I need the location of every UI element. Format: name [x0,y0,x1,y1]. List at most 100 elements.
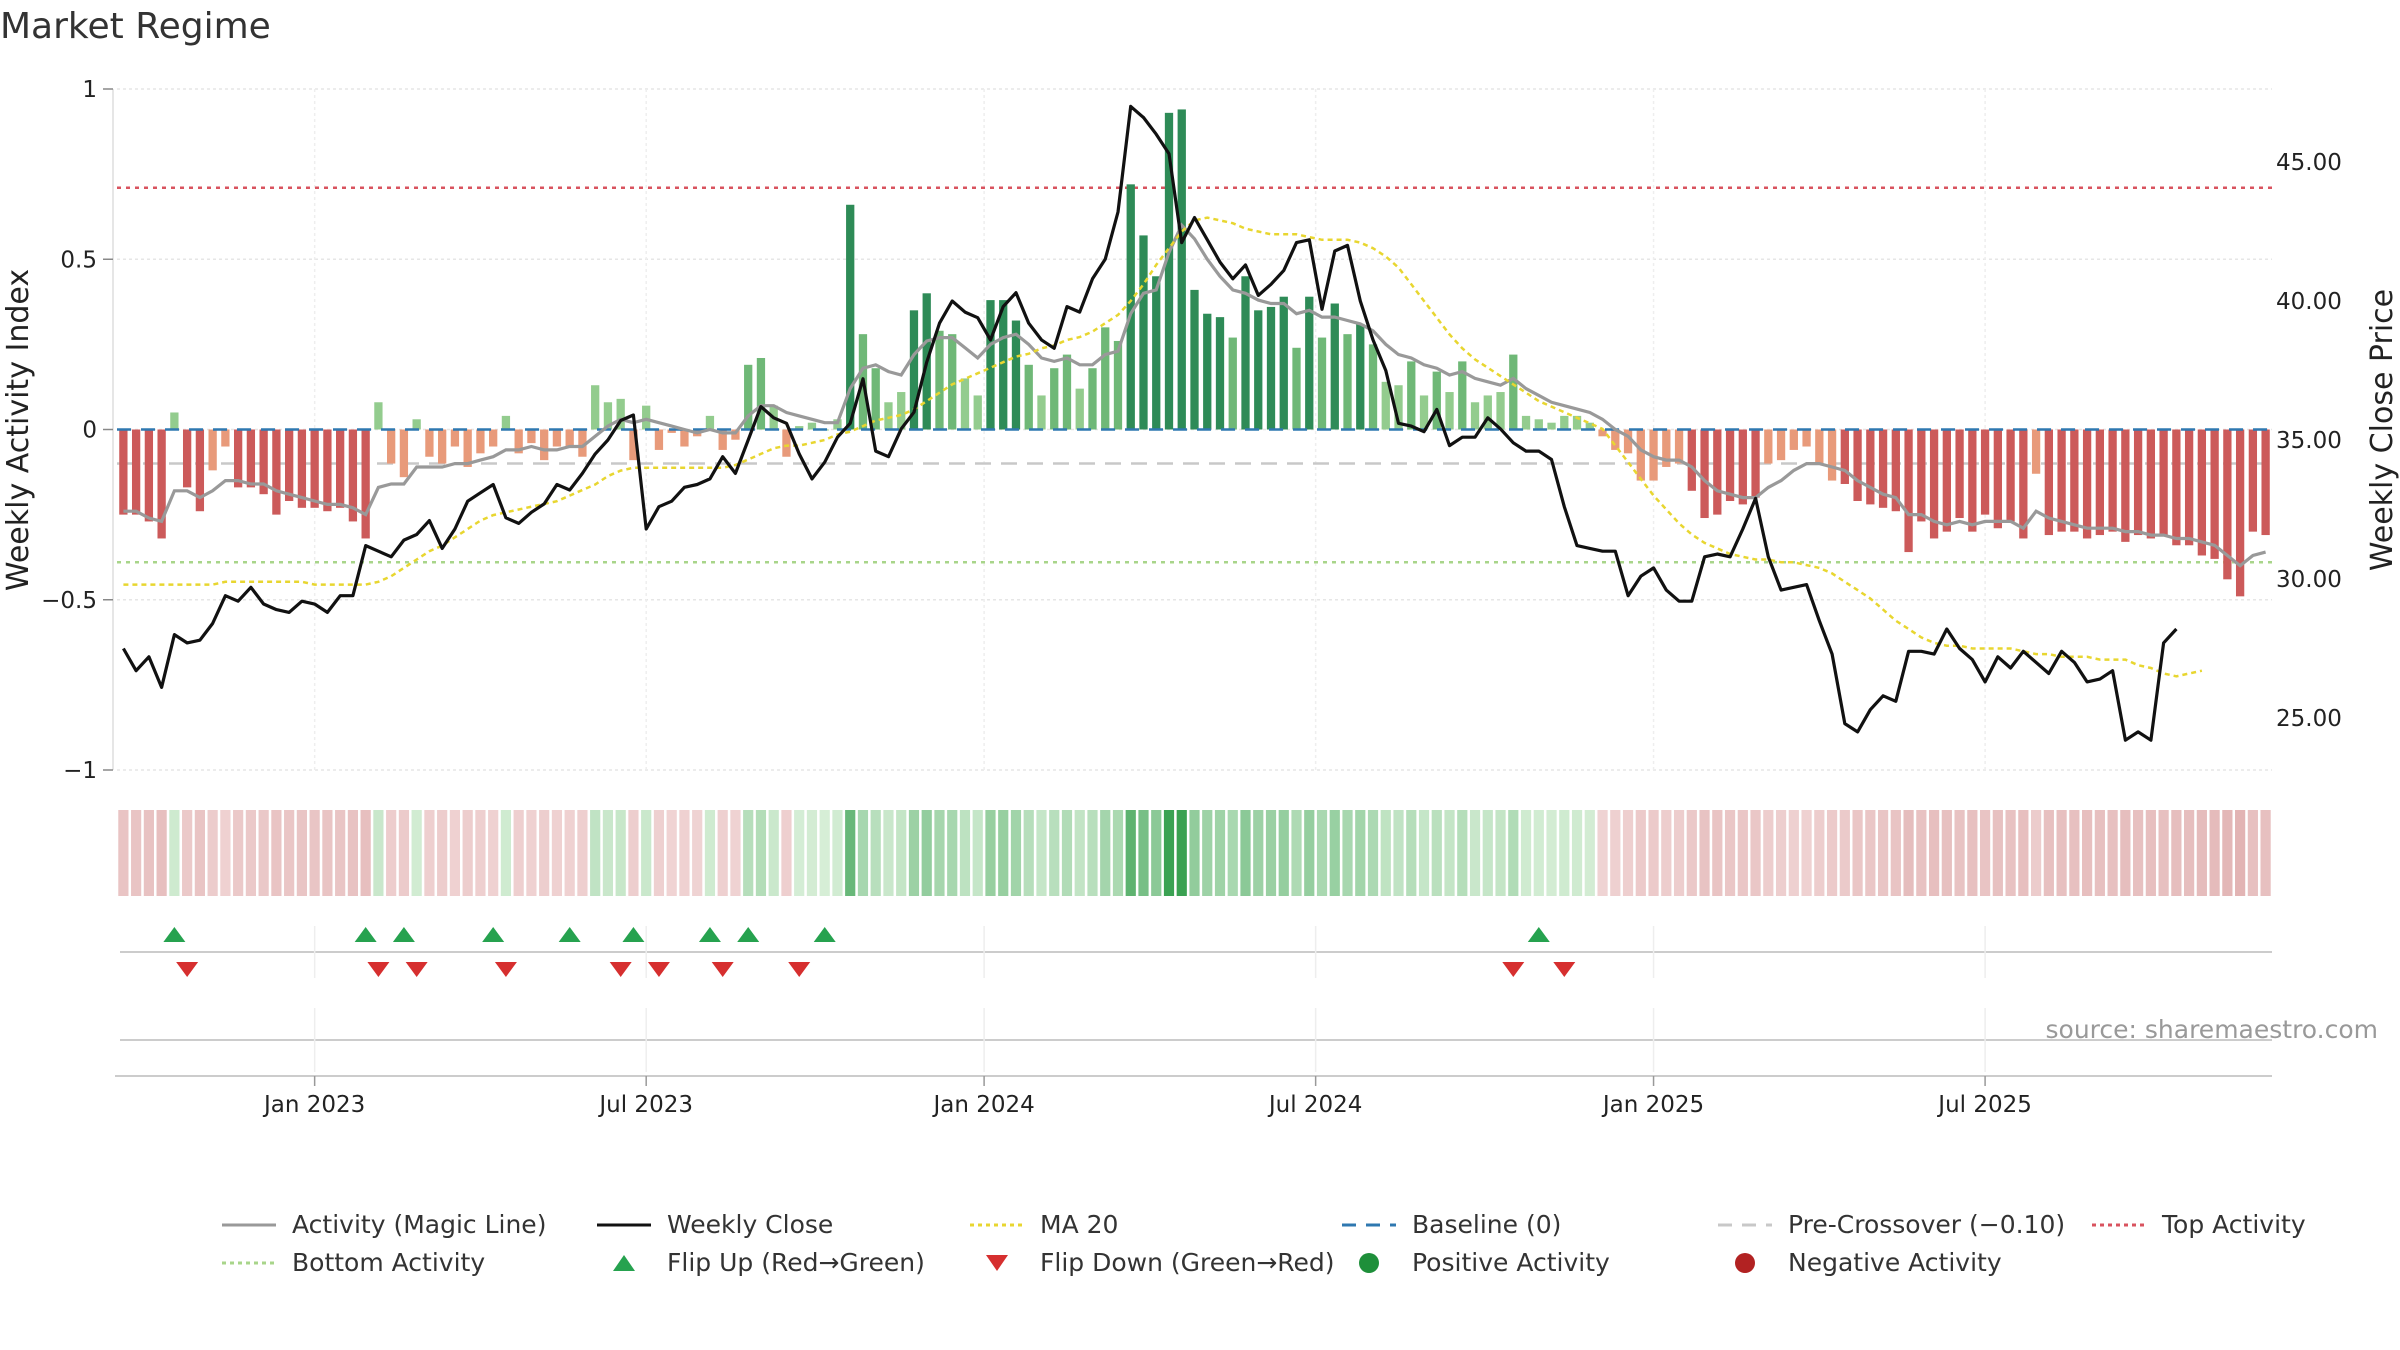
activity-bar [182,429,192,488]
activity-bar [1891,429,1900,512]
regime-strip-cell [271,810,282,896]
legend-swatch-shape [986,1254,1008,1271]
regime-strip-cell [717,810,728,896]
regime-strip-cell [806,810,818,896]
legend-label: Bottom Activity [292,1248,486,1277]
regime-strip-cell [1431,810,1442,896]
activity-bar [2082,429,2092,539]
activity-bar [756,357,766,430]
activity-bar [527,429,536,444]
regime-strip-cell [449,810,461,896]
right-tick-label: 30.00 [2276,567,2342,593]
activity-bar [1228,337,1237,430]
activity-bar [1254,310,1263,430]
magic-line [123,222,2267,568]
right-tick-label: 25.00 [2276,706,2342,732]
activity-bar [463,429,472,467]
regime-strip-cell [1788,810,1799,896]
regime-strip-cell [182,810,193,896]
right-tick-label: 40.00 [2276,289,2342,315]
regime-strip-cell [2133,810,2144,896]
regime-strip-cell [2005,810,2016,896]
activity-bar [795,426,804,430]
flip-down-marker [176,962,199,977]
activity-bar [629,429,638,461]
regime-strip-cell [1240,810,1251,896]
activity-bar [1547,422,1556,430]
activity-bar [450,429,460,447]
regime-strip-cell [411,810,422,896]
legend-swatch [1735,1252,1755,1273]
activity-bar [1152,276,1161,430]
legend-item: Top Activity [2090,1210,2306,1239]
activity-bar [1827,429,1837,481]
activity-bar [1407,361,1416,430]
activity-bar [680,429,689,447]
activity-bar [195,429,205,512]
regime-strip-cell [921,810,932,896]
activity-bar [1458,361,1467,430]
regime-strip-cell [424,810,435,896]
regime-strip-cell [488,810,499,896]
left-tick-label: 1 [82,77,97,103]
regime-strip-cell [233,810,244,896]
activity-bar [1509,354,1518,430]
regime-strip-cell [666,810,677,896]
regime-strip-cell [2082,810,2093,896]
regime-strip-cell [704,810,716,896]
flip-up-marker [698,927,721,942]
activity-bar [1585,422,1594,430]
right-axis-label: Weekly Close Price [2365,289,2400,571]
activity-bar [1993,429,2002,529]
x-tick-label: Jan 2024 [931,1092,1034,1118]
activity-bar [2031,429,2041,474]
activity-bar [935,330,944,430]
regime-strip-cell [1635,810,1646,896]
regime-strip-cell [1916,810,1927,896]
regime-strip-cell [1189,810,1200,896]
regime-strip-cell [998,810,1009,896]
regime-strip-cell [118,810,129,896]
activity-bar [1725,429,1735,502]
activity-bar [348,429,358,522]
regime-strip-cell [143,810,154,896]
regime-strip-cell [475,810,486,896]
regime-strip-cell [1061,810,1073,896]
regime-strip-cell [1673,810,1685,896]
regime-strip-cell [1546,810,1557,896]
regime-strip-cell [755,810,767,896]
regime-strip-cell [309,810,320,896]
regime-strip-cell [2018,810,2029,896]
activity-bar [272,429,281,515]
regime-strip-cell [641,810,652,896]
activity-bar [744,364,753,430]
regime-strip-cell [373,810,384,896]
flip-up-marker [482,927,505,942]
activity-bar [807,422,817,430]
regime-strip-cell [462,810,473,896]
activity-bar [1815,429,1824,464]
regime-strip-cell [1928,810,1940,896]
regime-strip-cell [2222,810,2233,896]
activity-bar [514,429,523,454]
regime-strip-cell [1865,810,1876,896]
regime-strip-cell [1342,810,1353,896]
x-tick-label: Jul 2024 [1267,1092,1363,1118]
regime-strip-cell [628,810,639,896]
flip-down-marker [405,962,428,977]
activity-bar [1024,364,1033,430]
regime-strip-cell [1125,810,1136,896]
activity-bar [1917,429,1926,522]
flip-up-marker [558,927,581,942]
regime-strip-cell [1367,810,1379,896]
regime-strip-cell [1457,810,1468,896]
activity-bar [999,300,1008,430]
flip-up-marker [392,927,415,942]
activity-bar [731,429,740,440]
regime-strip-cell [832,810,843,896]
regime-strip-cell [1418,810,1430,896]
regime-strip-cell [539,810,550,896]
activity-bar [948,334,957,430]
activity-bar [2108,429,2117,532]
activity-bar [1840,429,1849,484]
